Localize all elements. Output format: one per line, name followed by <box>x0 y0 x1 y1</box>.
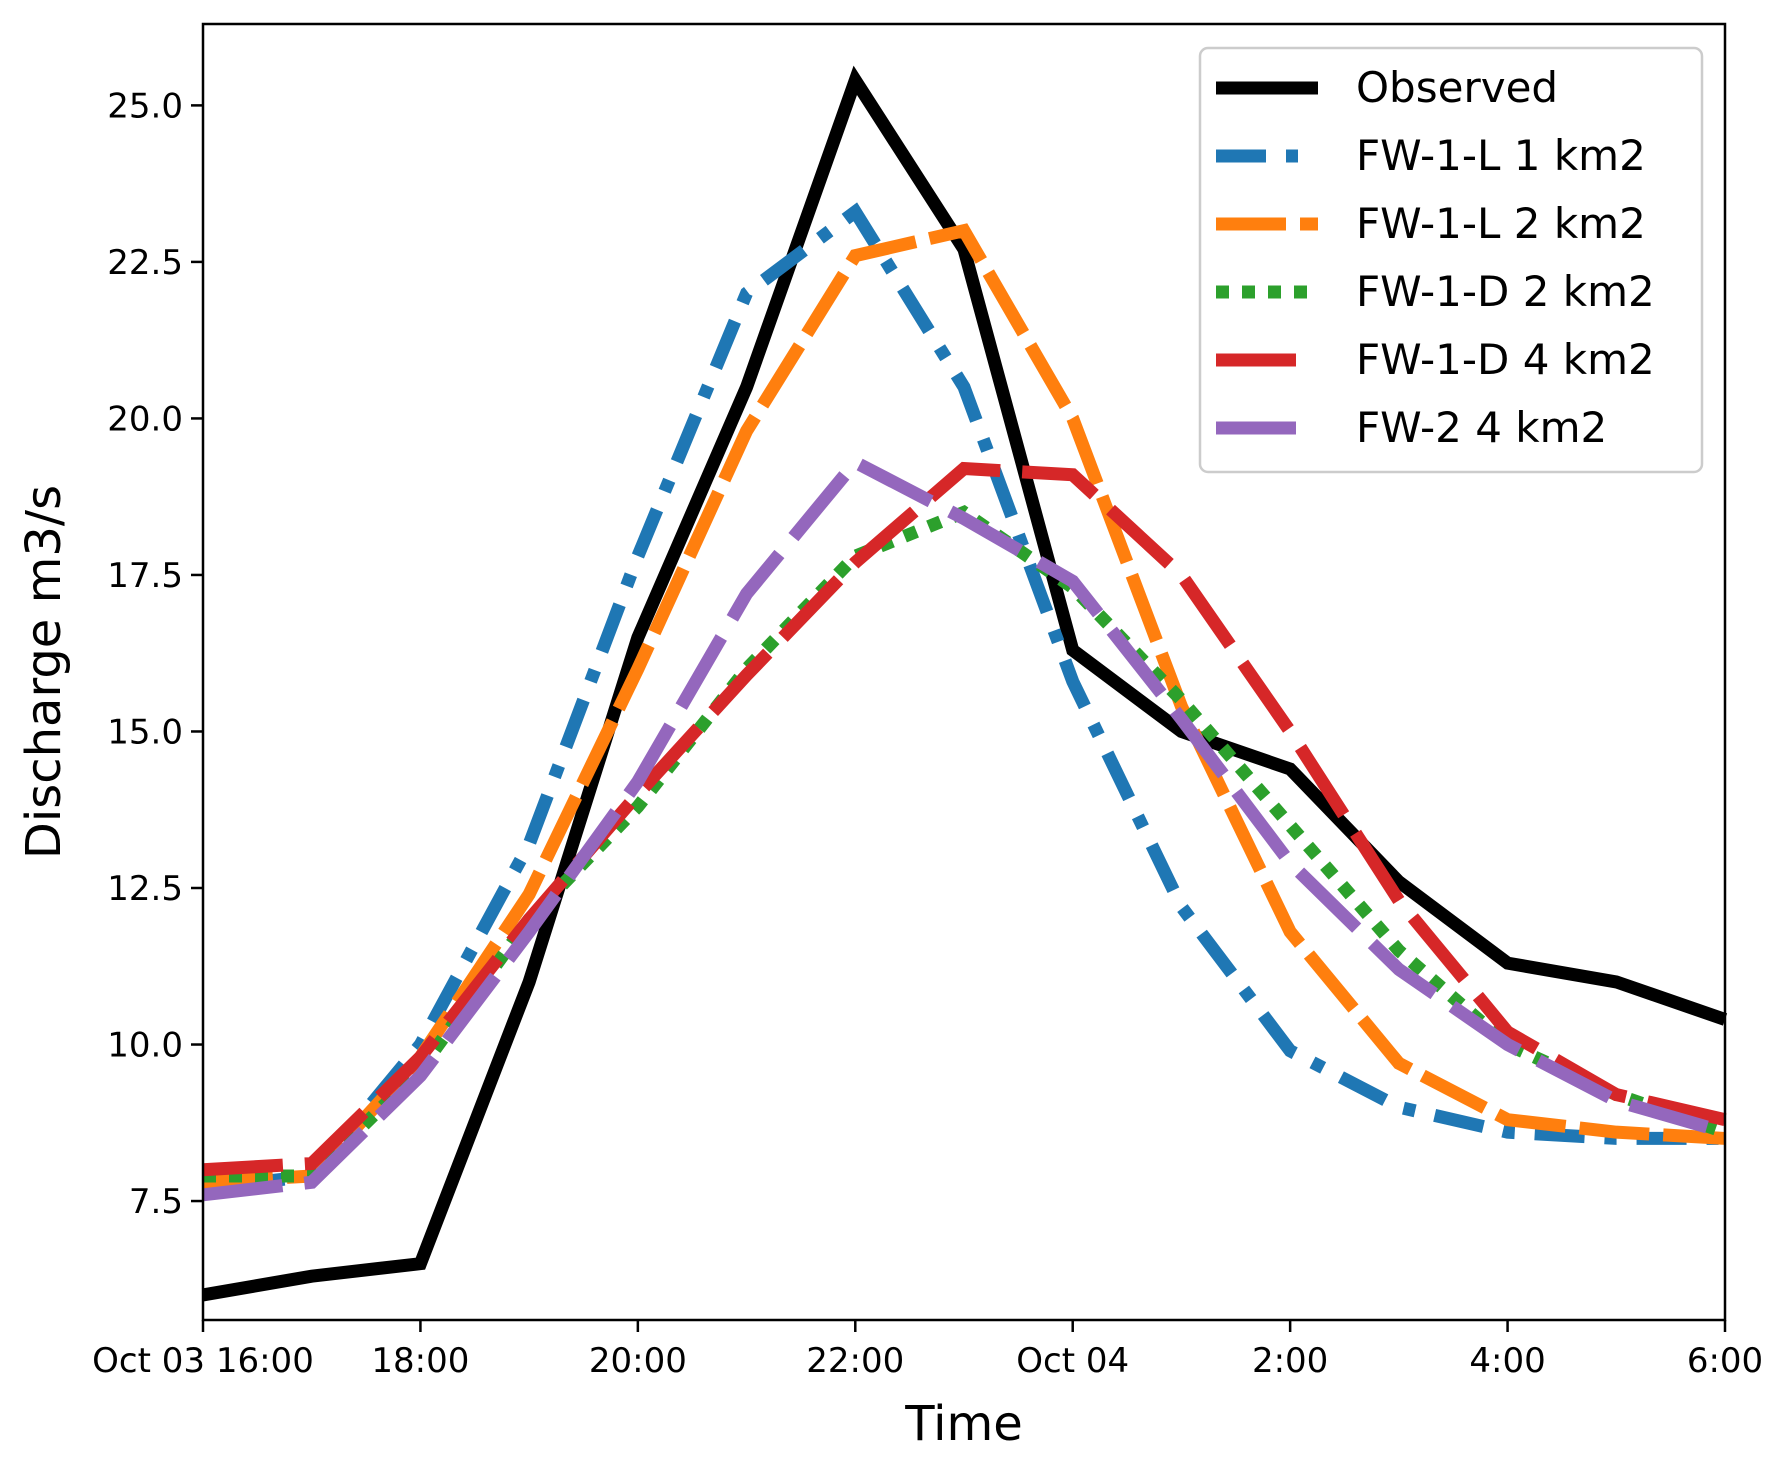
x-tick-label-2: 20:00 <box>589 1341 687 1381</box>
legend-box <box>1198 46 1704 474</box>
x-tick-label-4: Oct 04 <box>1016 1341 1129 1381</box>
x-tick-label-6: 4:00 <box>1469 1341 1545 1381</box>
data-point-4-10 <box>1290 731 1291 732</box>
legend-label-5: FW-2 4 km2 <box>1356 403 1607 452</box>
lines-layer <box>201 65 1728 1302</box>
legend-label-2: FW-1-L 2 km2 <box>1356 199 1646 248</box>
series-group-0 <box>201 65 1728 1302</box>
x-tick-label-3: 22:00 <box>806 1341 904 1381</box>
data-point-5-10 <box>1290 862 1291 863</box>
x-tick-label-1: 18:00 <box>371 1341 469 1381</box>
legend-label-1: FW-1-L 1 km2 <box>1356 131 1646 180</box>
y-tick-label-0: 7.5 <box>129 1182 183 1222</box>
x-tick-label-5: 2:00 <box>1252 1341 1328 1381</box>
legend-label-4: FW-1-D 4 km2 <box>1356 335 1655 384</box>
x-tick-label-0: Oct 03 16:00 <box>92 1341 314 1381</box>
data-point-5-6 <box>855 462 856 463</box>
data-point-1-11 <box>1398 1107 1399 1108</box>
legend: Observed FW-1-L 1 km2 FW-1-L 2 km2 FW-1-D 2… <box>1198 46 1704 474</box>
y-tick-label-5: 20.0 <box>107 399 183 439</box>
data-point-3-10 <box>1290 825 1291 826</box>
data-point-4-9 <box>1181 574 1182 575</box>
y-axis-ticks: 7.5 10.0 12.5 15.0 17.5 20.0 22.5 25.0 <box>107 86 203 1222</box>
x-axis-ticks: Oct 03 16:00 18:00 20:00 22:00 Oct 04 2:00 4:0… <box>92 1320 1763 1381</box>
series-group-2 <box>202 223 1726 1189</box>
y-tick-label-1: 10.0 <box>107 1026 183 1066</box>
series-line-3 <box>203 505 1728 1183</box>
series-line-5 <box>202 454 1727 1202</box>
data-point-1-3 <box>529 844 530 845</box>
series-line-4 <box>202 461 1727 1177</box>
legend-label-3: FW-1-D 2 km2 <box>1356 267 1655 316</box>
series-group-4 <box>202 461 1727 1177</box>
data-point-1-9 <box>1181 906 1182 907</box>
series-group-5 <box>202 454 1727 1202</box>
data-point-4-4 <box>637 794 638 795</box>
axes-frame <box>201 22 1727 1322</box>
series-group-3 <box>203 505 1728 1183</box>
y-tick-label-4: 17.5 <box>107 556 183 596</box>
series-group-1 <box>202 202 1725 1195</box>
y-axis-title: Discharge m3/s <box>16 485 72 859</box>
y-tick-label-3: 15.0 <box>107 712 183 752</box>
legend-label-0: Observed <box>1356 63 1558 112</box>
series-line-2 <box>202 223 1726 1189</box>
x-tick-label-7: 6:00 <box>1687 1341 1763 1381</box>
y-tick-label-7: 25.0 <box>107 86 183 126</box>
series-line-0 <box>201 65 1728 1302</box>
x-axis-title: Time <box>904 1396 1022 1452</box>
y-tick-label-6: 22.5 <box>107 243 183 283</box>
series-line-1 <box>202 202 1725 1195</box>
y-tick-label-2: 12.5 <box>107 869 183 909</box>
